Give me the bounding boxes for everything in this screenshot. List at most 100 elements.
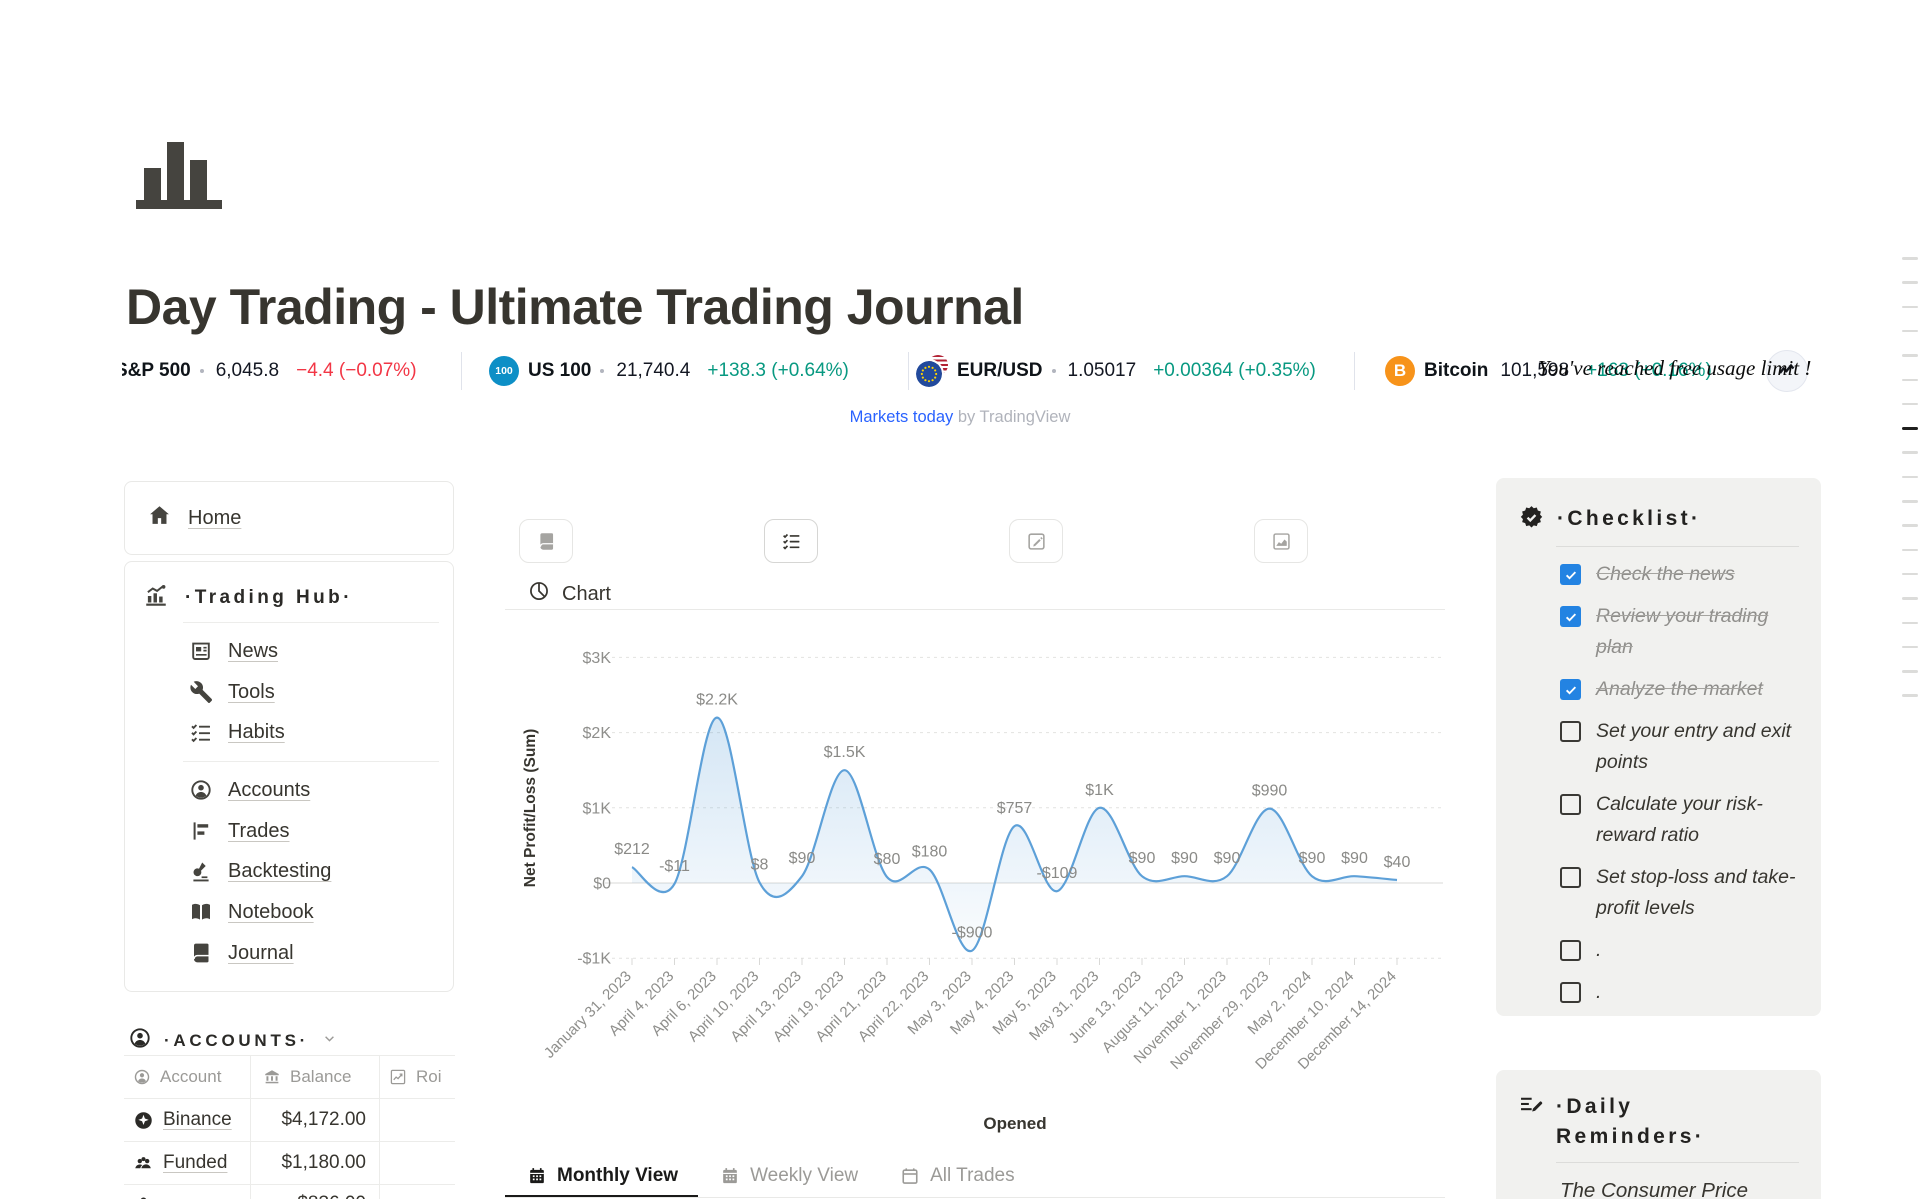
y-tick-label: $0	[593, 876, 611, 893]
checkbox-checked[interactable]	[1560, 679, 1581, 700]
ticker-item[interactable]: EUR/USD 1.05017 +0.00364 (+0.35%)	[916, 348, 1316, 394]
column-header-balance[interactable]: Balance	[251, 1056, 380, 1098]
outline-dash[interactable]	[1902, 427, 1918, 430]
ticker-price: 101,598	[1500, 360, 1570, 381]
outline-dash[interactable]	[1902, 694, 1918, 697]
pie-chart-icon	[530, 582, 548, 600]
sidebar-item-notebook[interactable]: Notebook	[125, 892, 453, 933]
sidebar-item-label: News	[228, 639, 279, 662]
ticker-item[interactable]: 100 US 100 21,740.4 +138.3 (+0.64%)	[489, 348, 849, 394]
dot-separator-icon	[1051, 369, 1056, 373]
outline-dash[interactable]	[1902, 281, 1918, 284]
checkbox-unchecked[interactable]	[1560, 867, 1581, 888]
outline-dash[interactable]	[1902, 402, 1918, 406]
daily-reminders-title: ·Daily Reminders·	[1556, 1095, 1706, 1148]
sidebar-item-journal[interactable]: Journal	[125, 933, 453, 974]
ticker-symbol: Bitcoin	[1424, 360, 1489, 381]
y-tick-label: -$1K	[577, 951, 611, 968]
y-axis-title: Net Profit/Loss (Sum)	[522, 729, 539, 887]
chart-section-header: Chart	[528, 580, 611, 608]
outline-dash[interactable]	[1902, 329, 1918, 333]
checkbox-unchecked[interactable]	[1560, 721, 1581, 742]
data-point-label: $1K	[1085, 782, 1114, 799]
sidebar-item-habits[interactable]: Habits	[125, 712, 453, 753]
checklist-item-label: Calculate your risk-reward ratio	[1596, 793, 1763, 846]
checklist-item: .	[1560, 977, 1803, 1008]
checkbox-checked[interactable]	[1560, 564, 1581, 585]
net-profit-loss-chart: $3K $2K $1K $0 -$1K $212 -$11 $2.2K $8 $90 $1.5K $8…	[522, 650, 1443, 1073]
ticker-symbol: US 100	[528, 360, 592, 381]
account-link[interactable]: Funded	[163, 1152, 228, 1173]
checkbox-unchecked[interactable]	[1560, 794, 1581, 815]
outline-dash[interactable]	[1902, 572, 1918, 576]
sidebar-item-accounts[interactable]: Accounts	[125, 770, 453, 811]
outline-dash[interactable]	[1902, 621, 1918, 624]
ticker-change: −4.4 (−0.07%)	[296, 360, 417, 381]
daily-reminders-body: The Consumer Price	[1560, 1179, 1748, 1199]
chevron-down-icon[interactable]	[321, 1030, 338, 1052]
us100-badge-icon: 100	[489, 356, 519, 386]
outline-dash[interactable]	[1902, 257, 1918, 260]
page-title: Day Trading - Ultimate Trading Journal	[126, 278, 1024, 335]
outline-dash[interactable]	[1902, 378, 1918, 381]
checkbox-checked[interactable]	[1560, 606, 1581, 627]
outline-dash[interactable]	[1902, 645, 1918, 649]
pie-chart-icon	[528, 580, 550, 608]
account-link[interactable]: Binance	[163, 1109, 232, 1130]
markets-today-link[interactable]: Markets today	[849, 408, 954, 426]
checklist-item-label: Review your trading plan	[1596, 605, 1769, 658]
outline-dash[interactable]	[1902, 451, 1918, 454]
outline-dash[interactable]	[1902, 354, 1918, 357]
person-circle-icon	[134, 1069, 150, 1085]
sidebar-item-tools[interactable]: Tools	[125, 672, 453, 713]
checklist-button[interactable]	[764, 519, 818, 563]
checklist-icon	[782, 533, 799, 550]
tab-all-trades[interactable]: All Trades	[878, 1165, 1034, 1198]
ticker-item[interactable]: B Bitcoin 101,598 +163 (+0.16%)	[1385, 348, 1712, 394]
y-tick-label: $3K	[583, 650, 612, 667]
edit-button[interactable]	[1009, 519, 1063, 563]
sidebar-item-trades[interactable]: Trades	[125, 811, 453, 852]
tab-weekly-view[interactable]: Weekly View	[698, 1165, 878, 1198]
trading-hub-card: ·Trading Hub· News Tools Habits Accounts Tra…	[124, 561, 454, 992]
data-point-label: -$109	[1037, 865, 1078, 882]
chart-button[interactable]	[1254, 519, 1308, 563]
tab-monthly-view[interactable]: Monthly View	[505, 1165, 699, 1198]
table-row[interactable]: Binance $4,172.00	[124, 1099, 455, 1142]
checkbox-unchecked[interactable]	[1560, 982, 1581, 1003]
column-header-roi[interactable]: Roi	[380, 1056, 455, 1098]
outline-dash[interactable]	[1902, 500, 1918, 503]
data-point-label: -$11	[659, 858, 690, 875]
journal-button[interactable]	[519, 519, 573, 563]
calendar-filled-icon	[723, 1168, 737, 1184]
outline-dash[interactable]	[1902, 475, 1918, 479]
outline-dash[interactable]	[1902, 670, 1918, 673]
data-point-label: $90	[1299, 850, 1326, 867]
table-row[interactable]: Funded $1,180.00	[124, 1142, 455, 1185]
table-row[interactable]: $836.00	[124, 1185, 455, 1199]
outline-dash[interactable]	[1902, 524, 1918, 527]
column-header-account[interactable]: Account	[124, 1056, 251, 1098]
checkbox-unchecked[interactable]	[1560, 940, 1581, 961]
balance-value: $1,180.00	[281, 1152, 366, 1173]
ticker-divider	[461, 352, 462, 390]
compose-icon	[1518, 1092, 1544, 1123]
data-point-label: $212	[614, 841, 650, 858]
panel-divider	[1556, 546, 1799, 547]
data-point-label: $180	[912, 844, 948, 861]
ticker-divider	[1354, 352, 1355, 390]
ticker-price: 21,740.4	[616, 360, 691, 381]
accounts-section-header[interactable]: ·ACCOUNTS·	[128, 1026, 338, 1055]
sidebar-item-home[interactable]: Home	[188, 506, 242, 529]
ticker-item[interactable]: S&P 500 6,045.8 −4.4 (−0.07%)	[122, 348, 417, 394]
sidebar-item-backtesting[interactable]: Backtesting	[125, 851, 453, 892]
sidebar-item-news[interactable]: News	[125, 631, 453, 672]
outline-dash[interactable]	[1902, 548, 1918, 552]
news-icon	[192, 642, 210, 661]
data-point-label: $2.2K	[696, 692, 738, 709]
people-icon	[135, 1156, 151, 1168]
checklist-item: Check the news	[1560, 559, 1803, 590]
outline-dash[interactable]	[1902, 305, 1918, 309]
outline-dash[interactable]	[1902, 597, 1918, 600]
tradingview-badge-icon	[1766, 350, 1808, 392]
